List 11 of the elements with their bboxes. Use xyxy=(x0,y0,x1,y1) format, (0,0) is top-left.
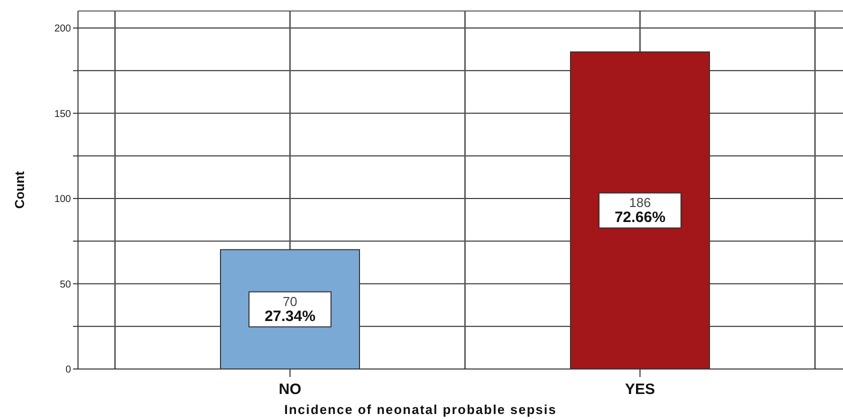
y-tick-label: 100 xyxy=(54,194,72,206)
y-tick-label: 150 xyxy=(54,108,72,120)
x-tick-label: YES xyxy=(624,381,656,398)
y-tick-label: 200 xyxy=(54,24,72,35)
y-tick-label: 0 xyxy=(65,364,72,376)
y-tick-label: 50 xyxy=(60,279,72,290)
x-tick-label: NO xyxy=(278,381,302,398)
data-label: 186 72.66% xyxy=(614,194,666,226)
y-axis-title: Count xyxy=(12,170,27,209)
x-axis-title: Incidence of neonatal probable sepsis xyxy=(284,402,557,417)
data-label: 70 27.34% xyxy=(264,294,316,325)
